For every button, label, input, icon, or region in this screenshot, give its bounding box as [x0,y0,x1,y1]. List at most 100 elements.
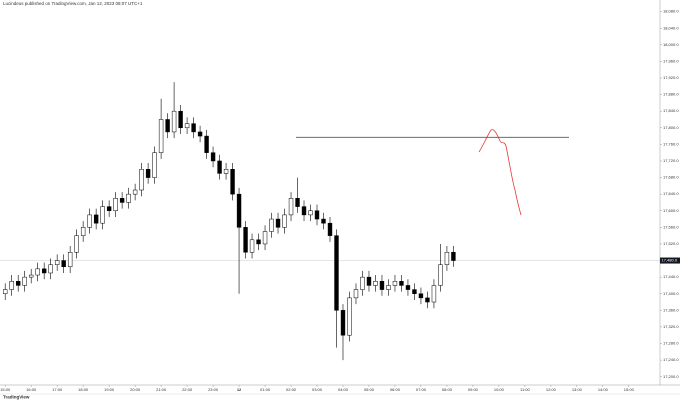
x-tick-label: 16:00 [26,387,37,392]
candle-body [126,193,131,203]
candle-body [321,218,326,224]
candle-body [360,276,365,290]
last-price-label: 17,480.0 [662,258,678,263]
candle-body [48,264,53,274]
candle-body [184,123,190,129]
candle-body [54,260,60,265]
y-tick-label: 17,880.0 [663,92,679,97]
y-tick-label: 17,520.0 [663,241,679,246]
candle-body [269,218,274,232]
hand-drawn-projection [478,129,522,216]
candle-body [451,251,456,261]
candle-body [301,206,307,216]
candle-body [438,264,443,286]
x-tick-label: 04:00 [338,387,349,392]
x-tick-label: 18:00 [78,387,89,392]
y-tick-label: 17,800.0 [663,125,679,130]
x-tick-label: 12 [237,387,242,392]
candle-body [386,285,391,290]
candle-body [139,169,144,191]
y-tick-label: 17,440.0 [663,274,679,279]
y-tick-label: 17,760.0 [663,141,679,146]
candle-body [340,310,346,336]
candle-body [418,293,424,299]
candle-body [223,169,229,174]
candle-body [249,239,255,253]
y-tick-label: 17,840.0 [663,108,679,113]
candle-body [106,206,112,212]
candle-body [295,198,300,207]
candle-body [2,289,8,294]
candle-body [191,123,196,133]
x-tick-label: 22:00 [182,387,193,392]
candle-body [288,198,294,216]
x-tick-label: 11:00 [520,387,530,392]
candle-body [373,281,378,286]
candle-body [100,206,105,224]
x-tick-label: 09:00 [468,387,479,392]
x-tick-label: 05:00 [364,387,375,392]
candle-body [9,281,14,290]
x-tick-label: 19:00 [104,387,115,392]
candle-body [15,281,21,286]
candle-body [366,276,372,286]
x-tick-label: 07:00 [416,387,427,392]
candle-body [243,227,248,253]
candle-body [236,193,242,228]
candle-body [22,276,27,286]
candle-body [412,289,417,294]
y-tick-label: 17,680.0 [663,175,679,180]
x-tick-label: 20:00 [130,387,141,392]
x-tick-label: 15:00 [0,387,11,392]
y-tick-label: 18,000.0 [663,42,679,47]
candle-body [308,210,313,216]
candle-body [405,285,411,290]
candle-body [74,235,79,253]
x-tick-label: 21:00 [156,387,167,392]
candle-body [334,235,339,311]
candle-body [87,214,92,228]
candle-body [165,119,170,133]
y-tick-label: 17,960.0 [663,58,679,63]
candle-body [145,169,151,178]
candle-body [230,169,235,195]
x-tick-label: 15:00 [624,387,635,392]
y-tick-label: 18,080.0 [663,9,679,14]
x-tick-label: 02:00 [286,387,297,392]
candle-body [347,297,352,336]
y-tick-label: 17,200.0 [663,374,679,379]
candle-body [158,119,164,153]
x-tick-label: 23:00 [208,387,219,392]
x-tick-label: 08:00 [442,387,453,392]
y-tick-label: 17,640.0 [663,191,679,196]
footer-logo: TradingView [3,395,30,400]
candle-body [217,160,222,174]
y-tick-label: 17,280.0 [663,341,679,346]
candle-body [353,289,359,299]
x-tick-label: 06:00 [390,387,401,392]
candle-body [256,239,261,245]
y-tick-label: 17,600.0 [663,208,679,213]
y-tick-label: 17,920.0 [663,75,679,80]
x-tick-label: 17:00 [52,387,63,392]
candle-body [28,274,34,278]
y-tick-label: 17,720.0 [663,158,679,163]
y-tick-label: 17,360.0 [663,307,679,312]
candle-body [171,110,177,133]
x-tick-label: 13:00 [572,387,583,392]
header: Lucindeus published on TradingView.com, … [3,1,143,6]
candle-body [399,281,404,286]
candle-body [431,285,437,303]
candle-body [61,260,66,268]
candle-body [379,281,385,290]
candle-body [425,297,430,303]
candle-body [152,152,157,178]
candle-body [93,214,99,224]
candle-body [282,214,287,228]
x-tick-label: 10:00 [494,387,505,392]
candle-body [444,251,450,265]
candle-body [204,135,209,153]
candle-body [314,210,320,220]
